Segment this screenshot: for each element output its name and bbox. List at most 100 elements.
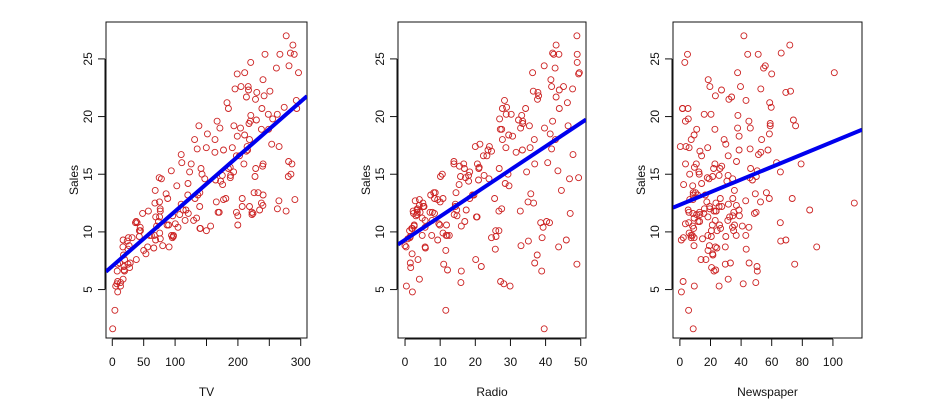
data-point — [687, 136, 695, 144]
data-point — [269, 115, 277, 123]
x-tick-label: 300 — [291, 355, 311, 369]
data-point — [731, 221, 738, 229]
x-axis-label: Radio — [476, 385, 508, 399]
data-point — [712, 207, 720, 215]
data-point — [718, 203, 726, 210]
data-point — [491, 245, 499, 253]
data-point — [157, 175, 165, 183]
data-point — [408, 224, 416, 232]
data-point — [220, 146, 227, 154]
data-point — [273, 205, 281, 213]
data-point — [566, 209, 574, 217]
data-point — [534, 88, 542, 96]
data-point — [247, 111, 255, 119]
data-point — [707, 233, 715, 240]
x-tick-label: 100 — [165, 355, 185, 369]
data-point — [223, 99, 231, 107]
data-point — [540, 62, 548, 70]
data-point — [196, 203, 204, 210]
data-point — [732, 201, 740, 209]
y-tick-label: 25 — [648, 52, 662, 66]
data-point — [720, 136, 728, 144]
data-point — [526, 144, 534, 152]
data-point — [471, 143, 479, 151]
y-tick-label: 25 — [373, 52, 387, 66]
data-point — [681, 117, 689, 125]
data-point — [238, 203, 246, 210]
data-point — [792, 122, 800, 130]
y-axis-label: Sales — [359, 165, 373, 195]
data-point — [442, 246, 450, 254]
data-point — [566, 175, 573, 183]
data-point — [698, 152, 706, 160]
data-point — [547, 76, 555, 84]
data-point — [507, 110, 515, 118]
data-point — [740, 32, 748, 40]
y-tick-label: 20 — [648, 110, 662, 124]
data-point — [704, 76, 712, 84]
data-point — [212, 198, 220, 206]
data-point — [253, 88, 261, 96]
data-point — [695, 168, 703, 176]
data-point — [248, 211, 256, 219]
data-point — [202, 227, 210, 235]
data-point — [706, 83, 714, 91]
data-point — [282, 207, 290, 215]
data-point — [168, 231, 175, 239]
data-point — [233, 70, 241, 78]
data-point — [681, 58, 689, 66]
data-point — [718, 162, 726, 170]
data-point — [450, 160, 458, 168]
data-point — [696, 147, 704, 155]
data-point — [413, 211, 421, 219]
data-point — [535, 92, 543, 100]
data-point — [555, 86, 563, 94]
data-point — [289, 41, 297, 49]
data-point — [475, 176, 482, 184]
data-point — [776, 168, 784, 176]
data-point — [690, 282, 698, 290]
data-point — [850, 199, 858, 207]
panel-newspaper: 0 20 40 60 80 100 Newspaper 5 10 15 20 25 Sales — [634, 21, 863, 399]
data-point — [491, 195, 499, 202]
data-point — [690, 163, 698, 171]
data-point — [709, 251, 717, 259]
data-point — [791, 260, 799, 268]
data-point — [248, 208, 256, 216]
data-point — [698, 180, 706, 187]
data-point — [560, 83, 567, 91]
x-tick-label: 0 — [109, 355, 116, 369]
data-point — [217, 177, 225, 185]
data-point — [518, 146, 526, 154]
data-point — [517, 124, 525, 132]
data-point — [541, 124, 548, 132]
data-point — [745, 117, 753, 125]
x-tick-label: 30 — [504, 355, 518, 369]
data-point — [703, 198, 711, 206]
data-point — [472, 256, 480, 264]
data-point — [233, 132, 241, 140]
data-point — [711, 160, 719, 168]
data-point — [806, 206, 814, 214]
data-point — [413, 206, 421, 214]
data-point — [724, 152, 732, 160]
data-point — [226, 174, 234, 182]
data-point — [737, 83, 744, 91]
data-point — [484, 146, 492, 154]
data-point — [488, 234, 495, 242]
data-point — [259, 201, 267, 209]
data-point — [728, 93, 736, 101]
data-point — [132, 256, 140, 264]
data-point — [227, 171, 235, 179]
data-point — [777, 49, 785, 57]
data-point — [679, 234, 687, 242]
data-point — [707, 110, 715, 118]
data-point — [742, 197, 750, 205]
data-point — [768, 70, 776, 78]
data-point — [529, 69, 537, 77]
data-point — [557, 186, 565, 194]
data-point — [786, 41, 794, 49]
data-point — [758, 136, 766, 144]
data-point — [524, 237, 532, 245]
data-point — [111, 306, 119, 314]
